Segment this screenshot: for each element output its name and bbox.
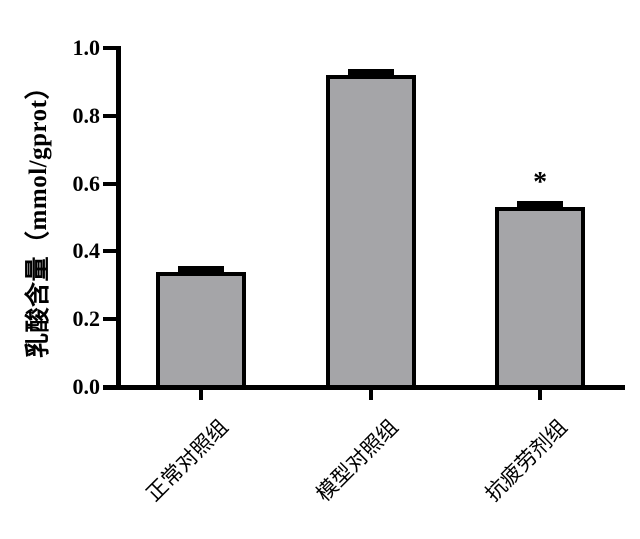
bar bbox=[155, 271, 246, 389]
y-tick bbox=[103, 385, 116, 389]
y-tick-label: 0.2 bbox=[72, 306, 101, 332]
error-bar-cap bbox=[177, 265, 224, 272]
x-tick bbox=[538, 390, 543, 400]
x-tick-label: 抗疲劳剂组 bbox=[480, 414, 572, 507]
x-tick bbox=[368, 390, 373, 400]
y-tick-label: 0.8 bbox=[72, 102, 101, 128]
significance-asterisk: * bbox=[533, 167, 548, 198]
bar bbox=[495, 207, 586, 389]
y-tick-label: 0.6 bbox=[72, 170, 101, 196]
y-tick-label: 0.0 bbox=[72, 374, 101, 399]
y-tick bbox=[103, 181, 116, 186]
y-tick-label: 0.4 bbox=[72, 238, 101, 264]
y-tick bbox=[103, 113, 116, 118]
y-tick bbox=[103, 46, 116, 50]
y-axis-line bbox=[116, 46, 121, 390]
y-tick bbox=[103, 249, 116, 254]
x-tick bbox=[198, 390, 203, 400]
bar bbox=[325, 75, 416, 389]
y-tick bbox=[103, 317, 116, 322]
error-bar-cap bbox=[347, 69, 394, 76]
x-tick-label: 正常对照组 bbox=[141, 414, 233, 507]
x-tick-label: 模型对照组 bbox=[311, 414, 403, 507]
error-bar-cap bbox=[517, 201, 564, 208]
y-tick-label: 1.0 bbox=[72, 35, 101, 60]
